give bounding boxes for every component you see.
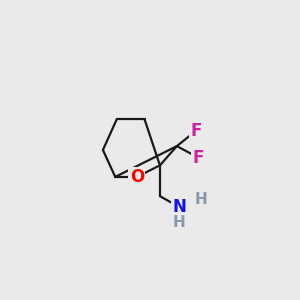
Text: H: H: [173, 215, 185, 230]
Text: O: O: [130, 168, 144, 186]
Text: F: F: [190, 122, 202, 140]
Text: N: N: [172, 198, 186, 216]
Text: F: F: [193, 149, 204, 167]
Text: H: H: [195, 192, 208, 207]
